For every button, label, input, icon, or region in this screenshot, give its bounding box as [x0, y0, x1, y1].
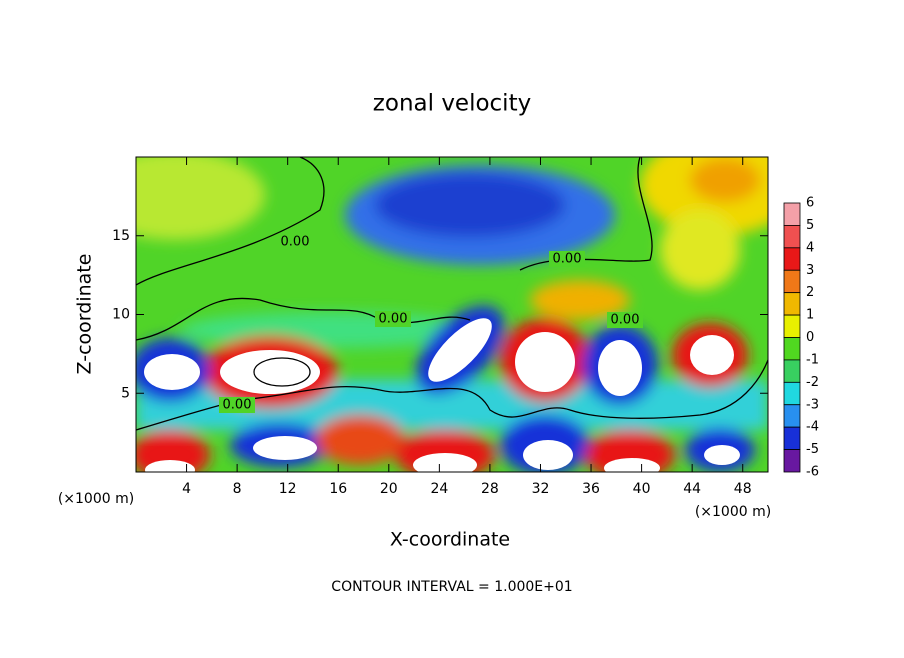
colorbar-box: [783, 225, 801, 249]
colorbar-label: -5: [806, 442, 819, 457]
colorbar-label: -2: [806, 375, 819, 390]
contour-label: 0.00: [611, 313, 640, 328]
x-unit-label: (×1000 m): [58, 491, 134, 507]
colorbar-box: [783, 404, 801, 428]
contour-label-bg: [277, 234, 313, 250]
colorbar-box: [783, 426, 801, 450]
contour-label: 0.00: [553, 252, 582, 267]
colorbar-label: 2: [806, 285, 814, 300]
colorbar-box: [783, 269, 801, 294]
y-tick-label: 5: [121, 385, 130, 401]
colorbar-label: 0: [806, 330, 814, 345]
x-tick-label: 16: [329, 481, 347, 497]
y-tick-label: 10: [112, 307, 130, 323]
contour-label: 0.00: [379, 312, 408, 327]
colorbar-label: 6: [806, 196, 814, 211]
x-tick-label: 48: [734, 481, 752, 497]
x-tick-label: 28: [481, 481, 499, 497]
colorbar-box: [783, 449, 801, 473]
x-tick-label: 44: [683, 481, 701, 497]
colorbar-label: 4: [806, 240, 814, 255]
colorbar-box: [783, 314, 801, 338]
colorbar-box: [783, 359, 801, 383]
contour-label-bg: [549, 251, 585, 267]
x-tick-label: 32: [532, 481, 550, 497]
contour-label: 0.00: [223, 398, 252, 413]
x-tick-label: 8: [233, 481, 242, 497]
x-tick-label: 12: [279, 481, 297, 497]
contour-label-bg: [375, 311, 411, 327]
colorbar-box: [783, 247, 801, 271]
colorbar-label: 1: [806, 308, 814, 323]
x-axis-label: X-coordinate: [390, 529, 510, 551]
contour-label-bg: [219, 397, 255, 413]
colorbar-label: -1: [806, 352, 819, 367]
x-tick-label: 40: [633, 481, 651, 497]
colorbar-box: [783, 381, 801, 406]
subtitle: CONTOUR INTERVAL = 1.000E+01: [331, 579, 572, 595]
x-tick-label: 36: [582, 481, 600, 497]
x-tick-label: 20: [380, 481, 398, 497]
colorbar-box: [783, 202, 801, 226]
y-tick-label: 15: [112, 228, 130, 244]
x-unit-label: (×1000 m): [695, 504, 771, 520]
colorbar-label: 3: [806, 263, 814, 278]
y-axis-label: Z-coordinate: [74, 254, 96, 375]
colorbar-label: -6: [806, 465, 819, 480]
colorbar-label: 5: [806, 218, 814, 233]
contour-label-bg: [607, 312, 643, 328]
colorbar-box: [783, 337, 801, 361]
x-tick-label: 24: [430, 481, 448, 497]
chart-title: zonal velocity: [373, 91, 531, 117]
x-tick-label: 4: [182, 481, 191, 497]
field: [136, 157, 768, 472]
colorbar-label: -4: [806, 420, 819, 435]
colorbar-box: [783, 292, 801, 316]
colorbar-label: -3: [806, 397, 819, 412]
contour-label: 0.00: [281, 235, 310, 250]
